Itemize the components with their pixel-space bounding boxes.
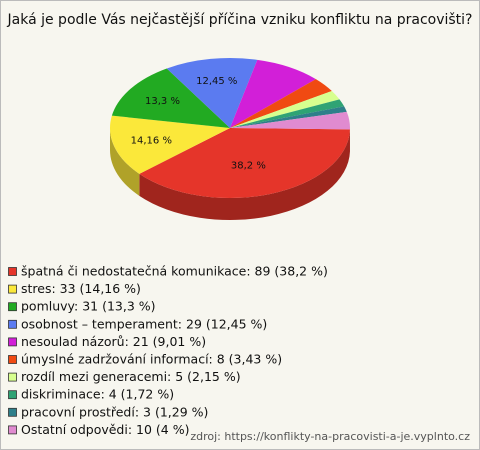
slice	[230, 111, 350, 130]
source: zdroj: https://konflikty-na-pracovisti-a…	[190, 430, 470, 443]
slice-side	[139, 129, 350, 221]
slice	[230, 99, 345, 128]
legend: špatná či nedostatečná komunikace: 89 (3…	[8, 264, 328, 437]
slice-label: 38,2 %	[231, 161, 266, 172]
chart-title: Jaká je podle Vás nejčastější příčina vz…	[7, 12, 473, 28]
slice	[111, 68, 230, 128]
legend-label: úmyslné zadržování informací: 8 (3,43 %)	[21, 352, 282, 367]
slice	[139, 128, 350, 199]
legend-label: špatná či nedostatečná komunikace: 89 (3…	[21, 264, 328, 279]
legend-label: osobnost – temperament: 29 (12,45 %)	[21, 316, 267, 331]
legend-label: Ostatní odpovědi: 10 (4 %)	[21, 422, 189, 437]
slice	[230, 106, 347, 128]
legend-label: nesoulad názorů: 21 (9,01 %)	[21, 334, 206, 349]
legend-label: pracovní prostředí: 3 (1,29 %)	[21, 404, 208, 419]
legend-swatch	[8, 372, 17, 382]
legend-swatch	[8, 390, 17, 400]
legend-label: stres: 33 (14,16 %)	[21, 281, 141, 296]
legend-swatch	[8, 425, 17, 435]
slice	[110, 115, 230, 174]
slice-label: 12,45 %	[196, 76, 237, 87]
legend-swatch	[8, 284, 17, 294]
legend-label: diskriminace: 4 (1,72 %)	[21, 387, 174, 402]
slice	[230, 90, 340, 128]
legend-swatch	[8, 319, 17, 329]
legend-label: pomluvy: 31 (13,3 %)	[21, 299, 156, 314]
slice-side	[110, 128, 140, 196]
slice-label: 13,3 %	[145, 96, 180, 107]
legend-swatch	[8, 267, 17, 276]
legend-label: rozdíl mezi generacemi: 5 (2,15 %)	[21, 369, 241, 384]
slice	[230, 79, 332, 128]
slice	[230, 59, 316, 128]
legend-swatch	[8, 355, 17, 364]
pie: 38,2 % 14,16 % 13,3 % 12,45 %	[110, 57, 350, 221]
slice-label: 14,16 %	[131, 136, 172, 147]
legend-swatch	[8, 302, 17, 312]
legend-swatch	[8, 337, 17, 347]
legend-swatch	[8, 407, 17, 417]
slice	[166, 57, 258, 128]
